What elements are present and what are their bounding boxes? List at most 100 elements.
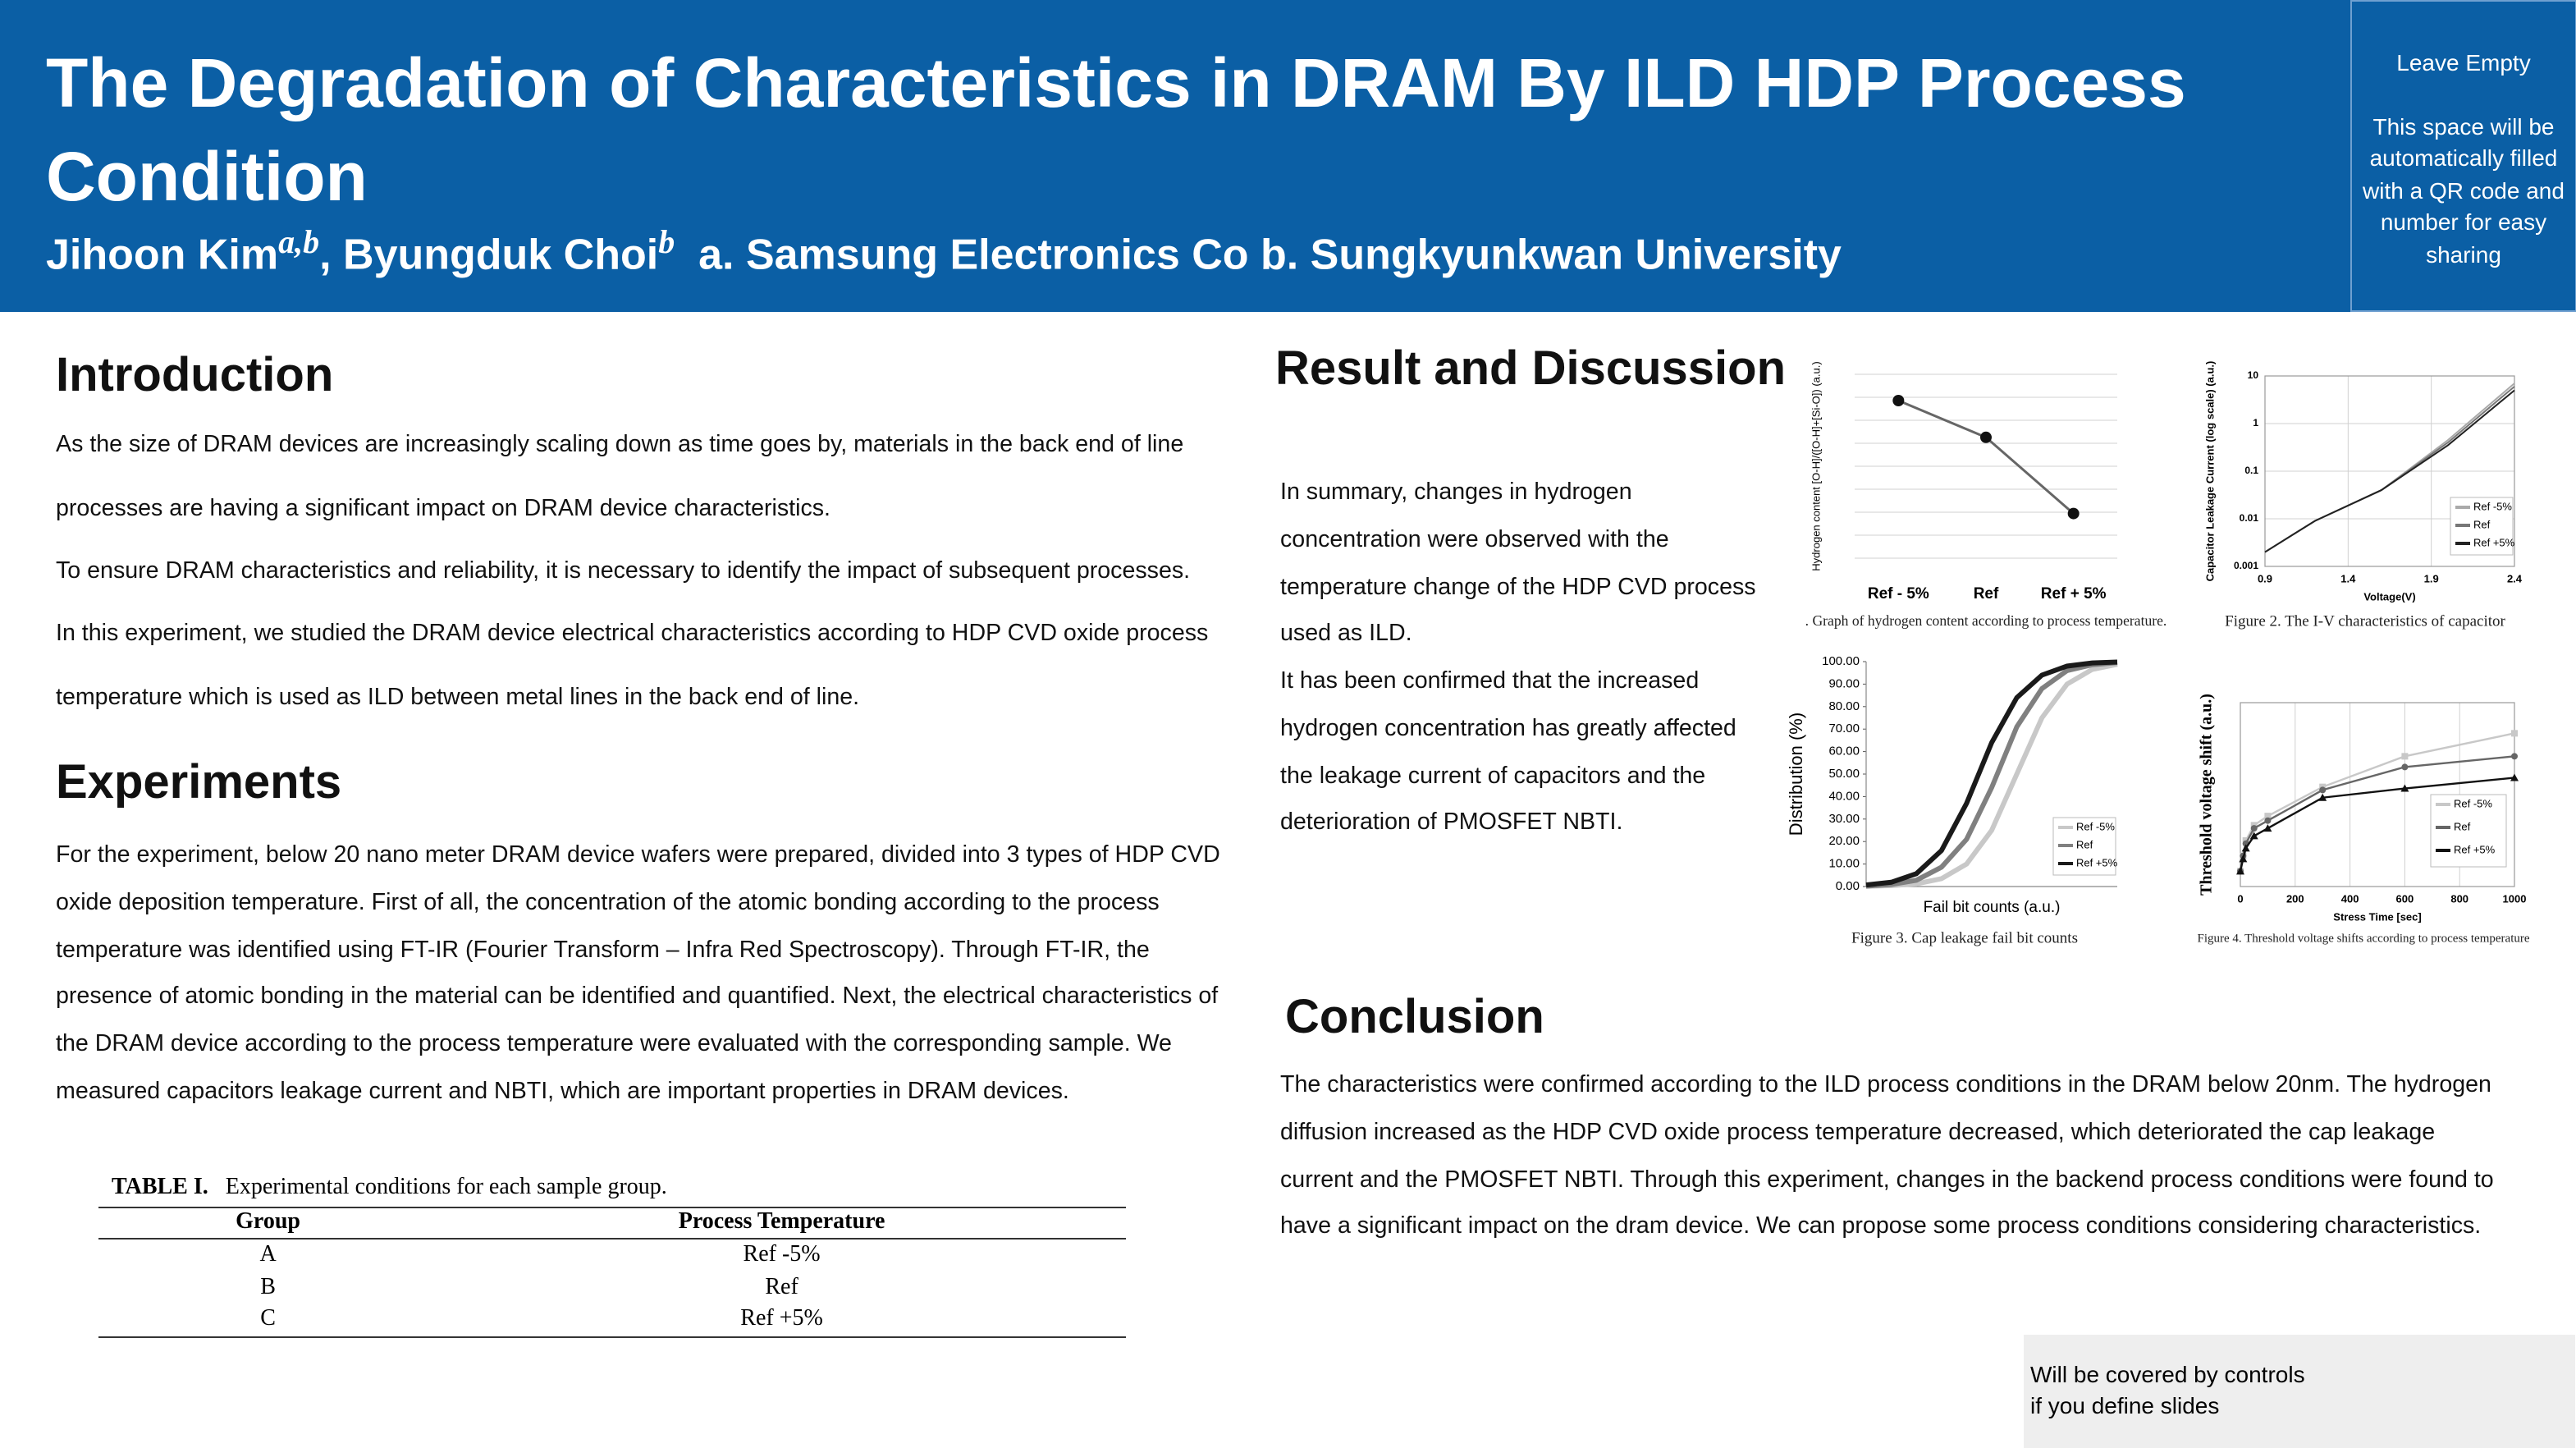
y-tick-label: 60.00 [1828,745,1860,758]
marker [2263,824,2272,832]
cell: Ref [765,1275,798,1299]
y-tick-label: 1 [2253,417,2258,428]
data-line [1897,399,2075,515]
y-axis-label: Capacitor Leakage Current (log scale) (a… [2203,361,2216,582]
y-tick-label: 0.00 [1836,879,1860,893]
x-tick-label: 2.4 [2507,572,2523,584]
footer-note: Will be covered by controls if you define… [2024,1335,2575,1448]
author: , Byungduk Choi [319,229,659,279]
marker [2511,730,2518,737]
y-tick-label: 50.00 [1828,767,1860,781]
section-heading: Conclusion [1285,992,1544,1044]
table-caption-text: Experimental conditions for each sample … [225,1175,667,1200]
x-tick-label: 0.9 [2258,572,2272,584]
note-line: if you define slides [2030,1392,2220,1418]
marker [1892,395,1905,406]
legend-label: Ref [2076,838,2093,850]
table-row: A Ref -5% [98,1239,1126,1272]
title: The Degradation of Characteristics in DR… [46,44,2186,215]
y-axis-label: Hydrogen content [O-H]/([O-H]+[Si-O]) (a… [1810,361,1822,570]
x-tick-label: 800 [2450,892,2468,905]
cell: C [98,1304,438,1337]
legend-label: Ref [2473,518,2491,530]
y-axis-label: Threshold voltage shift (a.u.) [2198,694,2216,896]
x-tick-label: 0 [2237,892,2243,905]
data-line [1865,660,2118,889]
legend-label: Ref +5% [2076,856,2118,868]
y-tick-label: 100.00 [1822,654,1860,668]
data-line [1865,659,2118,888]
marker [2236,867,2244,875]
y-tick-label: 30.00 [1828,812,1860,826]
plot-frame [2264,375,2515,567]
legend-label: Ref +5% [2473,536,2515,548]
marker [2264,813,2272,820]
y-tick-label: 10 [2248,369,2259,381]
axis-line [1865,662,2117,887]
header: The Degradation of Characteristics in DR… [0,0,2350,312]
marker [2401,753,2409,760]
x-axis-label: Fail bit counts (a.u.) [1924,899,2061,916]
paragraph: In summary, changes in hydrogen concentr… [1280,479,1756,648]
marker [2400,784,2409,792]
cell: Ref +5% [437,1304,1126,1337]
legend-box [2430,794,2507,868]
figure-caption: Figure 3. Cap leakage fail bit counts [1851,929,2078,946]
authors: Jihoon Kima,b, Byungduk Choib a. Samsung… [46,225,1842,280]
table-header: Group Process Temperature [98,1207,1126,1240]
marker [2264,817,2272,824]
marker [2511,753,2518,760]
legend-label: Ref +5% [2454,843,2496,855]
table-grid: Group Process Temperature A Ref -5% B Ref C… [98,1207,1126,1337]
marker [2067,507,2080,520]
y-axis-label: Distribution (%) [1786,713,1806,836]
section-heading: Experiments [56,757,342,809]
column-header: Process Temperature [437,1207,1126,1240]
marker [2510,773,2519,781]
figure-caption: Figure 2. The I-V characteristics of cap… [2225,612,2505,630]
legend-label: Ref [2454,820,2471,832]
figure-caption: Figure 4. Threshold voltage shifts accor… [2197,932,2529,945]
section-heading: Introduction [56,350,334,402]
author-affil: b [658,225,675,261]
paragraph: It has been confirmed that the increased… [1280,668,1736,836]
data-line [1865,662,2118,889]
cell: Ref -5% [743,1243,821,1267]
x-category-label: Ref - 5% [1868,585,1929,603]
paragraph: For the experiment, below 20 nano meter … [56,842,1220,1105]
paragraph: The characteristics were confirmed accor… [1280,1072,2494,1240]
x-category-label: Ref [1974,585,1999,603]
table-label: TABLE I. [112,1175,208,1200]
marker [2319,786,2327,794]
marker [2318,793,2327,801]
legend-label: Ref -5% [2473,500,2512,512]
note-line: Will be covered by controls [2030,1361,2305,1387]
qr-heading: Leave Empty [2396,49,2531,76]
x-axis-label: Voltage(V) [2363,590,2415,603]
table-caption: TABLE I. Experimental conditions for eac… [98,1175,1126,1202]
marker [2401,763,2409,771]
column-header: Group [98,1207,438,1240]
marker [2249,832,2258,840]
data-line [2264,389,2515,553]
x-tick-label: 600 [2396,892,2414,905]
y-tick-label: 0.1 [2244,465,2258,476]
paragraph: To ensure DRAM characteristics and relia… [56,558,1191,584]
affiliations: a. Samsung Electronics Co b. Sungkyunkwa… [698,229,1842,279]
table: TABLE I. Experimental conditions for eac… [98,1175,1126,1337]
y-tick-label: 40.00 [1828,789,1860,803]
qr-placeholder: Leave Empty This space will be automatic… [2350,0,2576,312]
y-tick-label: 20.00 [1828,834,1860,848]
paragraph: In this experiment, we studied the DRAM … [56,621,1209,710]
marker [2239,855,2248,863]
x-tick-label: 400 [2341,892,2359,905]
x-category-label: Ref + 5% [2041,585,2107,603]
figure-caption: . Graph of hydrogen content according to… [1805,612,2167,629]
y-tick-label: 0.01 [2240,512,2259,524]
cell: B [260,1275,276,1299]
legend-label: Ref -5% [2076,820,2115,832]
x-tick-label: 1000 [2503,892,2527,905]
x-tick-label: 1.4 [2340,572,2356,584]
